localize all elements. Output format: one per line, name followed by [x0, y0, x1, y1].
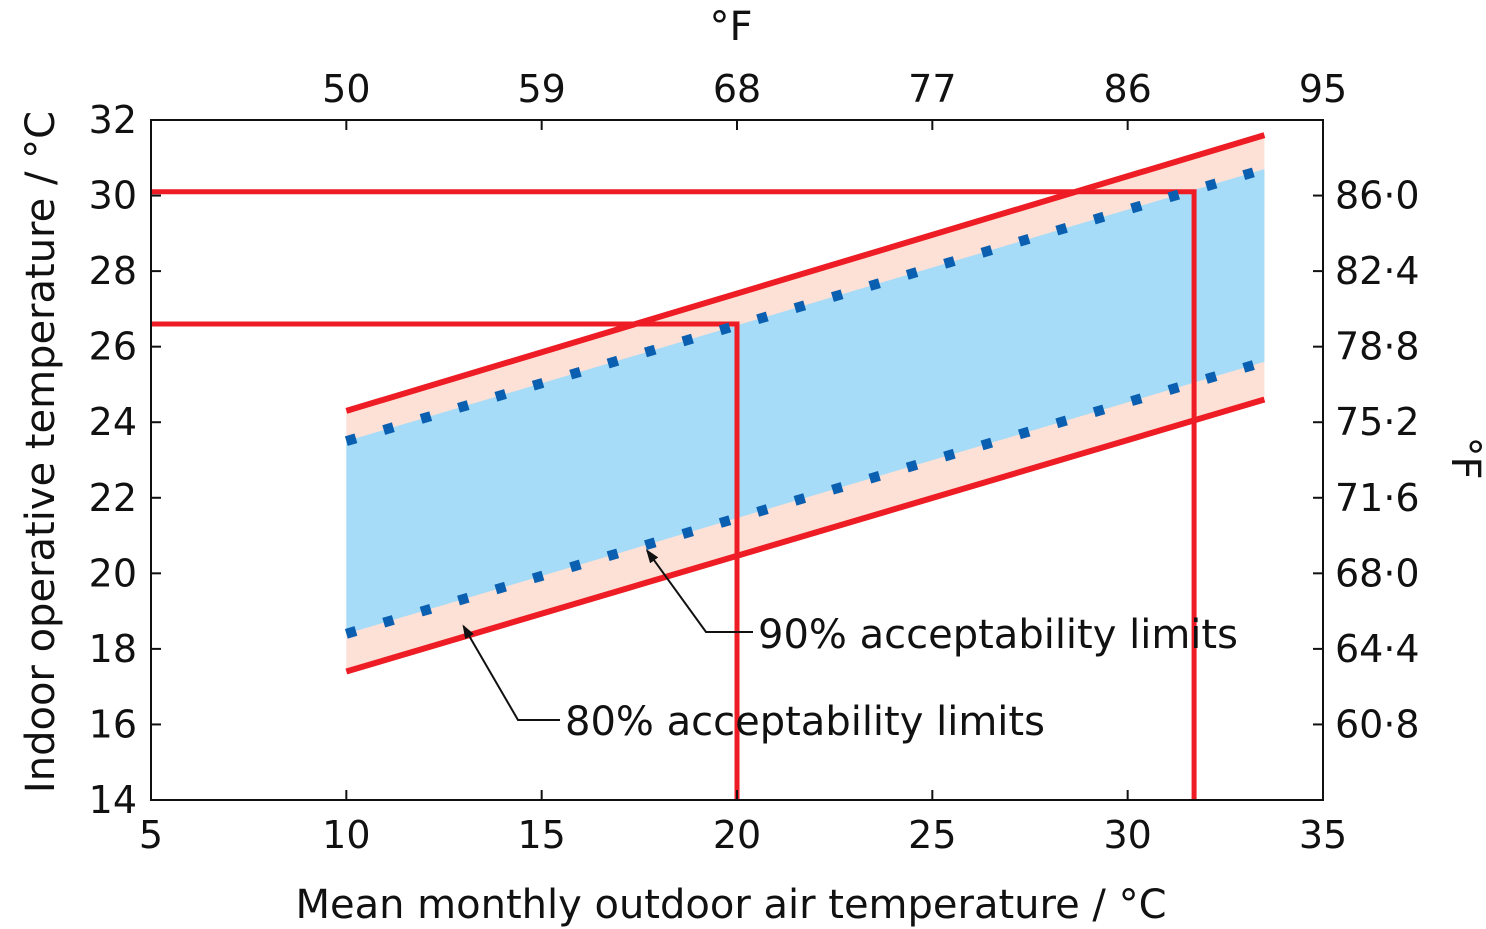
y2-tick-label: 86·0	[1335, 174, 1420, 218]
y-tick-label: 14	[89, 778, 137, 822]
x-tick-label: 15	[517, 813, 565, 857]
y2-tick-label: 78·8	[1335, 325, 1420, 369]
limit-line-90-lower	[344, 356, 1266, 639]
annotation-80-label: 80% acceptability limits	[565, 699, 1045, 745]
x-tick-label: 30	[1103, 813, 1151, 857]
reference-lines	[151, 189, 1197, 800]
y-tick-label: 28	[89, 249, 137, 293]
x-tick-label: 5	[139, 813, 163, 857]
limit-line-80-lower	[345, 396, 1266, 675]
y-tick-label: 24	[89, 400, 137, 444]
reference-line-2	[151, 189, 1197, 800]
y2-axis-title: °F	[1442, 436, 1486, 479]
x-tick-label: 35	[1299, 813, 1347, 857]
y2-tick-label: 68·0	[1335, 551, 1420, 595]
limit-line-90-upper	[344, 164, 1266, 446]
x2-tick-label: 86	[1103, 67, 1151, 111]
y-axis-title: Indoor operative temperature / °C	[18, 111, 64, 793]
y2-tick-label: 64·4	[1335, 627, 1420, 671]
band-90-percent	[346, 169, 1265, 634]
x2-tick-label: 95	[1299, 67, 1347, 111]
y-tick-label: 32	[89, 98, 137, 142]
y-tick-label: 22	[89, 476, 137, 520]
limit-lines	[344, 132, 1266, 675]
y-tick-label: 26	[89, 325, 137, 369]
x2-tick-label: 50	[322, 67, 370, 111]
y2-tick-label: 60·8	[1335, 702, 1420, 746]
y-tick-label: 18	[89, 627, 137, 671]
y2-tick-label: 71·6	[1335, 476, 1420, 520]
y-tick-label: 30	[89, 174, 137, 218]
y2-tick-label: 75·2	[1335, 400, 1420, 444]
x2-tick-label: 77	[908, 67, 956, 111]
ticks: 5 10 15 20 25 30 35 14 16 18 20 22 24 26 28 30 32 50 59 68 7…	[89, 67, 1420, 857]
x-axis-title: Mean monthly outdoor air temperature / °…	[295, 882, 1166, 928]
y-tick-label: 16	[89, 702, 137, 746]
comfort-bands	[346, 135, 1265, 672]
x2-tick-label: 59	[517, 67, 565, 111]
annotation-90-label: 90% acceptability limits	[758, 612, 1238, 658]
annotation-leader-80	[462, 624, 560, 721]
x-tick-label: 25	[908, 813, 956, 857]
x2-tick-label: 68	[713, 67, 761, 111]
annotations: 90% acceptability limits 80% acceptabili…	[462, 549, 1238, 745]
reference-line-1	[151, 321, 740, 800]
x-tick-label: 20	[713, 813, 761, 857]
y-tick-label: 20	[89, 551, 137, 595]
x2-axis-title: °F	[709, 4, 752, 50]
limit-line-80-upper	[345, 132, 1266, 414]
y2-tick-label: 82·4	[1335, 249, 1420, 293]
annotation-leader-90	[645, 549, 753, 633]
x-tick-label: 10	[322, 813, 370, 857]
